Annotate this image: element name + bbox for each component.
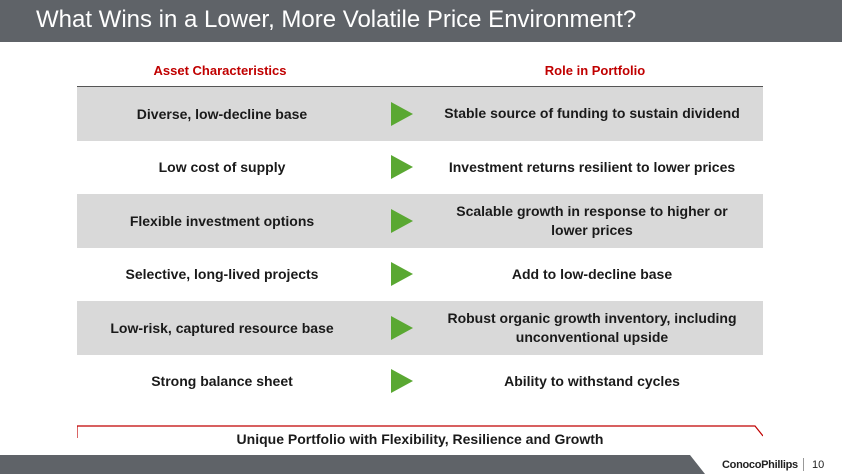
company-logo: ConocoPhillips	[722, 459, 798, 471]
summary-rule	[77, 425, 763, 438]
asset-cell: Flexible investment options	[129, 212, 315, 229]
asset-cell: Low cost of supply	[158, 159, 286, 176]
footer-divider	[803, 458, 804, 471]
summary-banner: Unique Portfolio with Flexibility, Resil…	[77, 424, 763, 452]
table-row: Flexible investment options Scalable gro…	[77, 194, 763, 248]
role-cell: Robust organic growth inventory, includi…	[447, 309, 737, 345]
page-title: What Wins in a Lower, More Volatile Pric…	[36, 6, 637, 33]
table-row: Selective, long-lived projects Add to lo…	[77, 248, 763, 302]
asset-cell: Low-risk, captured resource base	[110, 319, 334, 336]
role-cell: Investment returns resilient to lower pr…	[448, 158, 736, 175]
asset-cell: Diverse, low-decline base	[136, 105, 308, 122]
header-asset-characteristics: Asset Characteristics	[153, 63, 287, 78]
role-cell: Add to low-decline base	[511, 265, 673, 282]
role-cell: Scalable growth in response to higher or…	[456, 202, 728, 238]
header-role-in-portfolio: Role in Portfolio	[544, 63, 646, 78]
asset-cell: Selective, long-lived projects	[125, 266, 319, 283]
role-cell: Ability to withstand cycles	[504, 372, 680, 389]
footer-bar	[0, 455, 842, 474]
role-cell: Stable source of funding to sustain divi…	[444, 105, 740, 122]
table-row: Low cost of supply Investment returns re…	[77, 141, 763, 195]
title-bar: What Wins in a Lower, More Volatile Pric…	[0, 0, 842, 42]
page-number: 10	[812, 459, 825, 471]
table-row: Diverse, low-decline base Stable source …	[77, 87, 763, 141]
summary-text: Unique Portfolio with Flexibility, Resil…	[236, 431, 604, 447]
right-triangle-arrow-icon	[391, 208, 413, 233]
comparison-table: Diverse, low-decline base Stable source …	[77, 87, 763, 408]
right-triangle-arrow-icon	[391, 101, 413, 126]
asset-cell: Strong balance sheet	[151, 373, 293, 390]
right-triangle-arrow-icon	[391, 155, 413, 180]
right-triangle-arrow-icon	[391, 262, 413, 287]
right-triangle-arrow-icon	[391, 369, 413, 394]
right-triangle-arrow-icon	[391, 315, 413, 340]
table-row: Strong balance sheet Ability to withstan…	[77, 355, 763, 409]
header-divider	[77, 86, 763, 87]
table-row: Low-risk, captured resource base Robust …	[77, 301, 763, 355]
